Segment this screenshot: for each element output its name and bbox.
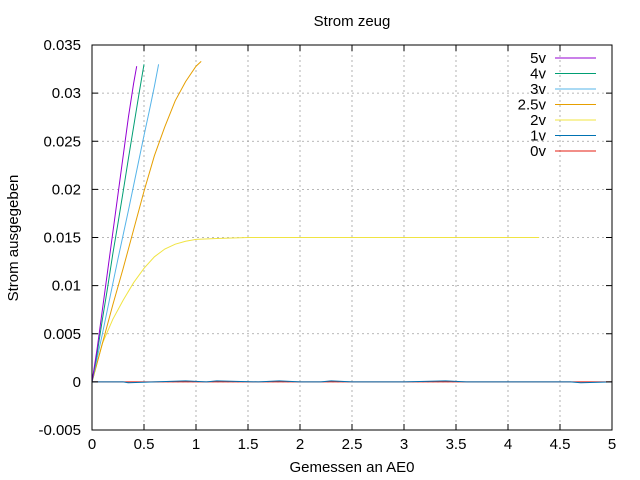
series-line-2v (91, 237, 540, 383)
x-tick-label: 4.5 (550, 436, 571, 453)
series-line-4v (91, 64, 145, 382)
series-line-5v (91, 66, 138, 382)
y-tick-label: 0.035 (43, 37, 81, 54)
x-tick-label: 4 (504, 436, 512, 453)
series-line-2.5v (91, 61, 202, 383)
legend-label: 2v (530, 112, 546, 129)
series-line-3v (91, 64, 160, 383)
series-line-1v (92, 380, 613, 384)
legend-label: 3v (530, 81, 546, 98)
chart-title: Strom zeug (314, 13, 391, 30)
y-tick-label: 0.005 (43, 326, 81, 343)
x-tick-label: 0.5 (134, 436, 155, 453)
legend-label: 5v (530, 50, 546, 67)
x-tick-label: 1 (192, 436, 200, 453)
legend-label: 0v (530, 143, 546, 160)
x-tick-label: 2 (296, 436, 304, 453)
y-tick-label: 0 (73, 374, 81, 391)
x-tick-label: 0 (88, 436, 96, 453)
y-tick-label: 0.02 (52, 181, 81, 198)
legend-label: 1v (530, 128, 546, 145)
series-lines (91, 61, 613, 384)
y-tick-label: 0.015 (43, 230, 81, 247)
x-tick-label: 5 (608, 436, 616, 453)
legend-label: 4v (530, 66, 546, 83)
y-tick-label: 0.01 (52, 278, 81, 295)
x-tick-label: 3 (400, 436, 408, 453)
y-axis-label: Strom ausgegeben (5, 175, 22, 302)
y-tick-label: 0.025 (43, 133, 81, 150)
y-tick-label: -0.005 (38, 422, 81, 439)
x-tick-label: 2.5 (342, 436, 363, 453)
y-tick-label: 0.03 (52, 85, 81, 102)
x-tick-label: 3.5 (446, 436, 467, 453)
x-axis-label: Gemessen an AE0 (289, 459, 414, 476)
x-tick-label: 1.5 (238, 436, 259, 453)
legend-label: 2.5v (518, 97, 547, 114)
axis-ticks: 0 0.5 1 1.5 2 2.5 3 3.5 4 4.5 5 -0.005 0 0.005 0.01 0.0… (38, 37, 616, 453)
